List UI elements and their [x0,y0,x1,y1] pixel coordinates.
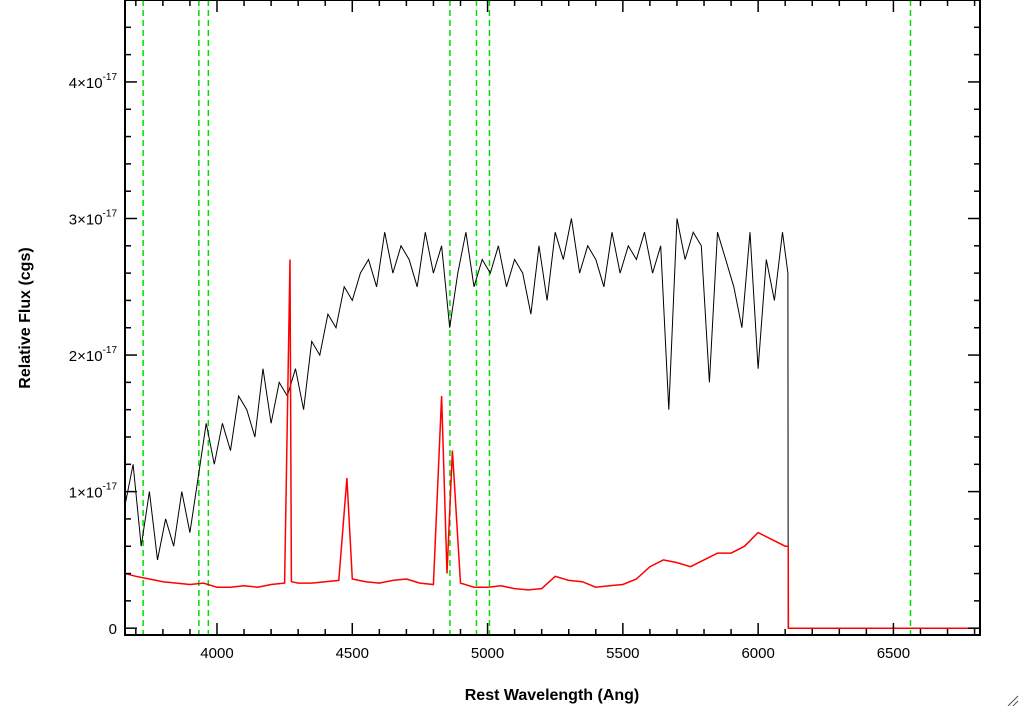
y-tick-label: 4×10-17 [69,72,118,92]
x-tick-label: 4000 [200,645,233,662]
series-line-0 [124,218,980,629]
y-axis: 0 1×10-17 2×10-17 3×10-17 4×10-17 [69,26,980,638]
reference-lines [142,0,912,635]
y-tick-label: 2×10-17 [69,345,118,365]
y-tick-label: 0 [109,621,117,638]
x-tick-label: 6000 [741,645,774,662]
plot-frame [124,0,981,636]
series-line-1 [124,259,980,629]
x-axis: 4000 4500 5000 5500 6000 6500 [135,0,976,662]
x-tick-label: 5500 [606,645,639,662]
resize-grip-icon [1007,695,1019,706]
x-axis-title: Rest Wavelength (Ang) [465,687,640,704]
series-layer [124,218,980,629]
y-tick-label: 1×10-17 [69,482,118,502]
x-tick-label: 6500 [877,645,910,662]
x-tick-label: 5000 [471,645,504,662]
x-tick-label: 4500 [336,645,369,662]
y-tick-label: 3×10-17 [69,208,118,228]
y-axis-title: Relative Flux (cgs) [17,247,34,388]
